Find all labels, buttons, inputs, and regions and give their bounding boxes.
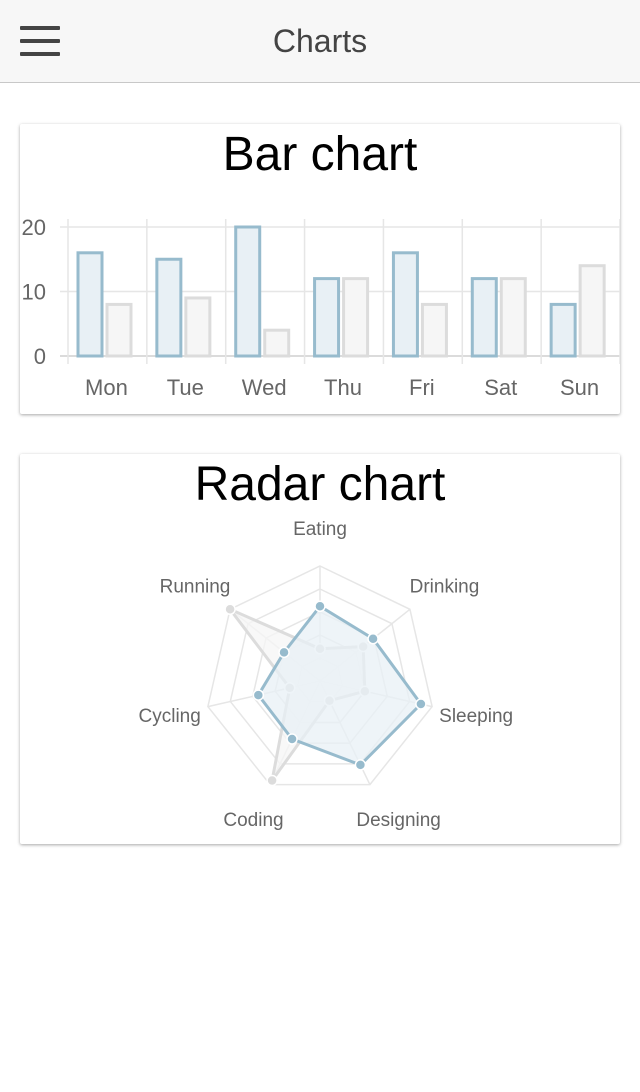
radar-area-series1 bbox=[256, 604, 423, 767]
y-tick-label: 20 bbox=[22, 215, 46, 240]
y-tick-label: 0 bbox=[34, 344, 46, 369]
top-bar: Charts bbox=[0, 0, 640, 83]
page-title: Charts bbox=[272, 23, 368, 59]
radar-label-drinking: Drinking bbox=[410, 577, 480, 598]
bar-tue-series2 bbox=[184, 296, 212, 358]
radar-label-sleeping: Sleeping bbox=[439, 706, 513, 727]
bar-fri-series2 bbox=[420, 302, 448, 358]
x-tick-label: Fri bbox=[409, 375, 435, 400]
radar-label-designing: Designing bbox=[356, 810, 441, 831]
radar-point-designing-series1 bbox=[354, 759, 367, 771]
x-tick-label: Tue bbox=[167, 375, 204, 400]
radar-grid-ring bbox=[229, 588, 411, 765]
x-tick-label: Thu bbox=[324, 375, 362, 400]
y-tick-label: 10 bbox=[22, 280, 46, 305]
bar-mon-series1 bbox=[76, 251, 104, 358]
radar-chart-card: Radar chart Eating Drinking Sleeping Design… bbox=[20, 454, 620, 844]
bar-chart: 0 10 20 Mon Tue Wed Thu Fri Sat Sun bbox=[22, 215, 620, 400]
radar-point-drinking-series1 bbox=[367, 632, 379, 645]
radar-label-coding: Coding bbox=[223, 810, 283, 831]
x-tick-label: Sun bbox=[560, 375, 599, 400]
radar-label-running: Running bbox=[160, 577, 231, 598]
bar-sat-series2 bbox=[499, 277, 527, 358]
x-tick-label: Mon bbox=[85, 375, 128, 400]
bar-sun-series2 bbox=[578, 264, 606, 358]
radar-point-sleeping-series1 bbox=[415, 698, 427, 710]
radar-point-running-series2 bbox=[224, 603, 236, 616]
hamburger-menu-icon[interactable] bbox=[18, 24, 62, 58]
radar-point-coding-series1 bbox=[286, 733, 298, 745]
bar-chart-title: Bar chart bbox=[222, 128, 418, 181]
bar-thu-series1 bbox=[313, 277, 341, 358]
radar-grid-ring bbox=[207, 565, 433, 786]
radar-point-cycling-series1 bbox=[252, 689, 265, 701]
bar-wed-series1 bbox=[234, 225, 262, 358]
x-tick-label: Sat bbox=[484, 375, 517, 400]
radar-point-coding-series2 bbox=[266, 774, 278, 787]
radar-label-cycling: Cycling bbox=[139, 706, 201, 727]
bar-wed-series2 bbox=[263, 328, 291, 358]
bar-mon-series2 bbox=[105, 302, 133, 358]
x-tick-label: Wed bbox=[242, 375, 287, 400]
radar-point-running-series1 bbox=[278, 646, 290, 659]
bar-tue-series1 bbox=[155, 257, 183, 358]
bar-chart-card: Bar chart 0 10 20 Mon Tue Wed Thu Fri Sat Sun bbox=[20, 124, 620, 414]
bar-sat-series1 bbox=[470, 277, 498, 358]
radar-point-eating-series1 bbox=[314, 600, 326, 612]
bar-fri-series1 bbox=[391, 251, 419, 358]
radar-label-eating: Eating bbox=[293, 519, 347, 540]
radar-chart: Eating Drinking Sleeping Designing Coding Cyc… bbox=[139, 519, 514, 831]
radar-chart-title: Radar chart bbox=[194, 458, 446, 511]
bar-sun-series1 bbox=[549, 302, 577, 358]
bar-thu-series2 bbox=[342, 277, 370, 358]
